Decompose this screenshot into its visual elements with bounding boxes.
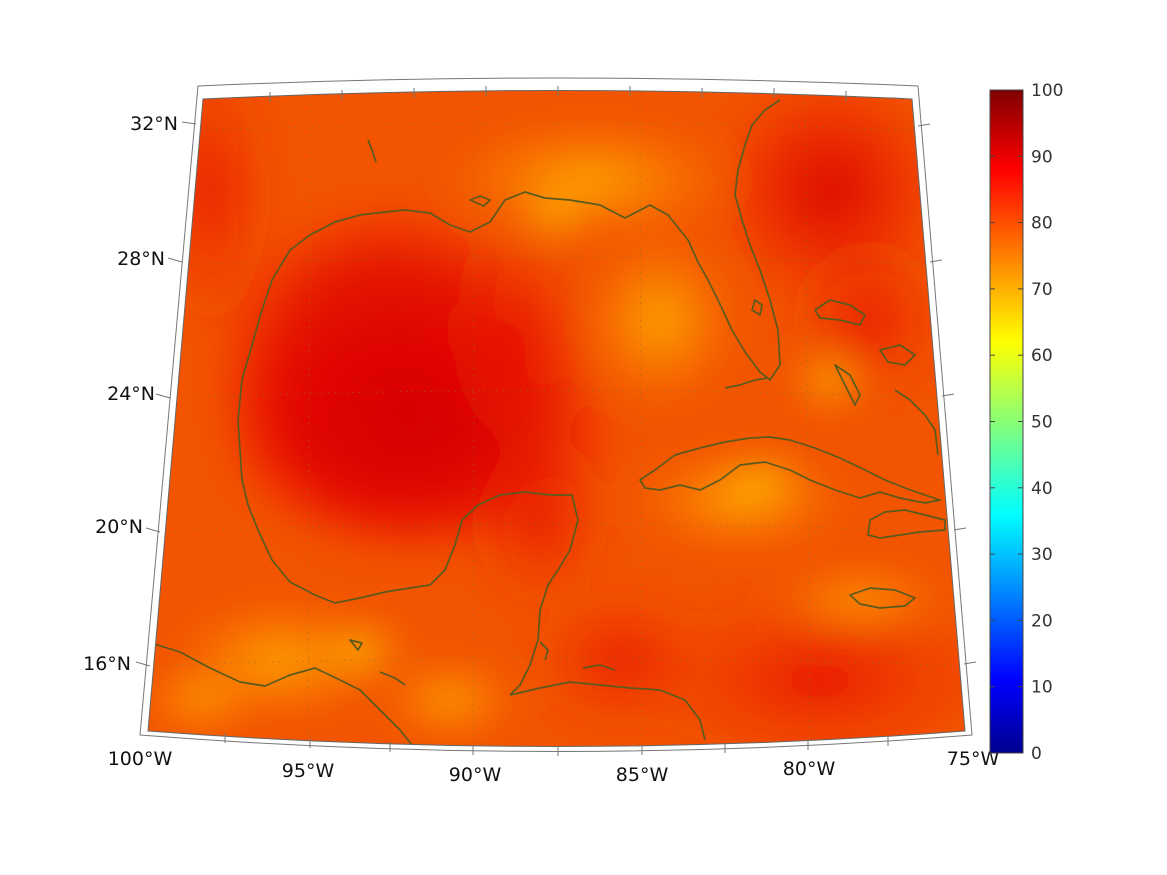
data-field xyxy=(148,90,965,747)
lon-label: 75°W xyxy=(947,748,1000,770)
lon-label: 90°W xyxy=(449,764,502,786)
colorbar-tick-label: 20 xyxy=(1031,611,1053,631)
colorbar-scale xyxy=(989,89,1024,754)
colorbar-tick-label: 10 xyxy=(1031,678,1053,698)
lat-label: 16°N xyxy=(83,653,131,675)
colorbar-tick-label: 30 xyxy=(1031,545,1053,565)
lat-label: 20°N xyxy=(95,516,143,538)
colorbar-tick-label: 60 xyxy=(1031,346,1053,366)
colorbar-tick-label: 90 xyxy=(1031,147,1053,167)
lat-labels: 32°N 28°N 24°N 20°N 16°N xyxy=(83,113,178,675)
lon-label: 80°W xyxy=(783,758,836,780)
colorbar-tick-label: 70 xyxy=(1031,280,1053,300)
lat-label: 24°N xyxy=(107,383,155,405)
colorbar-tick-label: 50 xyxy=(1031,413,1053,433)
colorbar-tick-label: 80 xyxy=(1031,214,1053,234)
lon-label: 100°W xyxy=(108,748,173,770)
colorbar-tick-label: 40 xyxy=(1031,479,1053,499)
colorbar-tick-label: 0 xyxy=(1031,744,1042,764)
map-frame xyxy=(135,77,977,756)
lon-label: 95°W xyxy=(282,760,335,782)
lat-label: 32°N xyxy=(130,113,178,135)
lon-label: 85°W xyxy=(616,764,669,786)
lat-label: 28°N xyxy=(117,248,165,270)
graticule xyxy=(148,90,965,747)
coastlines xyxy=(148,99,946,746)
colorbar-tick-label: 100 xyxy=(1031,81,1063,101)
lon-labels: 100°W 95°W 90°W 85°W 80°W 75°W xyxy=(108,748,1000,786)
